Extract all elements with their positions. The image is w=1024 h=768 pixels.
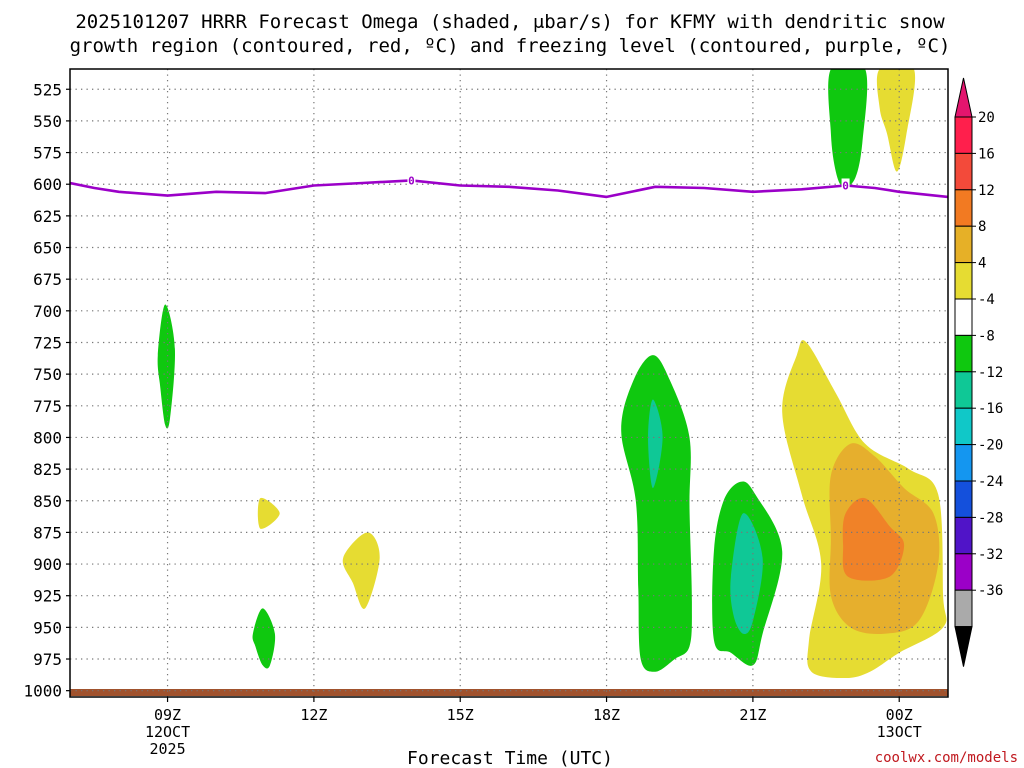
y-tick-label: 825 bbox=[33, 460, 62, 479]
title-line-2: growth region (contoured, red, ºC) and f… bbox=[70, 35, 951, 57]
colorbar-label: -12 bbox=[978, 365, 1003, 381]
colorbar-label: -4 bbox=[978, 292, 995, 308]
colorbar-label: 20 bbox=[978, 110, 995, 126]
y-tick-label: 550 bbox=[33, 112, 62, 131]
y-tick-label: 725 bbox=[33, 333, 62, 352]
colorbar-segment bbox=[954, 225, 973, 264]
x-tick-label: 21Z bbox=[739, 706, 766, 724]
omega-region-yellow bbox=[342, 532, 380, 609]
y-tick-label: 650 bbox=[33, 239, 62, 258]
colorbar-label: -24 bbox=[978, 474, 1003, 490]
colorbar-segment bbox=[954, 189, 973, 227]
freezing-level-line bbox=[70, 179, 948, 199]
omega-region-yellow bbox=[257, 497, 280, 529]
y-tick-label: 700 bbox=[33, 302, 62, 321]
omega-region-teal bbox=[648, 399, 663, 489]
colorbar-segment bbox=[954, 516, 973, 555]
colorbar-segment bbox=[954, 553, 973, 591]
omega-region-yellow bbox=[876, 69, 916, 172]
ground-surface bbox=[70, 689, 948, 696]
colorbar-label: -28 bbox=[978, 510, 1003, 526]
freezing-level-label: 0 bbox=[408, 174, 415, 187]
colorbar-segment bbox=[954, 116, 973, 154]
y-tick-label: 850 bbox=[33, 492, 62, 511]
x-tick-label: 13OCT bbox=[877, 723, 922, 741]
colorbar-label: -16 bbox=[978, 401, 1003, 417]
y-tick-label: 575 bbox=[33, 144, 62, 163]
colorbar-label: 4 bbox=[978, 256, 986, 272]
colorbar-segment bbox=[954, 444, 973, 482]
y-axis: 525 550 575 600 625 650 675 700 725 750 775 800 825 8… bbox=[23, 80, 70, 701]
colorbar-segment bbox=[954, 262, 973, 300]
colorbar-segment bbox=[954, 298, 973, 336]
colorbar-segment bbox=[954, 407, 973, 446]
y-tick-label: 775 bbox=[33, 397, 62, 416]
omega-region-teal bbox=[730, 513, 763, 634]
colorbar-label: 8 bbox=[978, 219, 986, 235]
x-tick-label: 15Z bbox=[447, 706, 474, 724]
y-tick-label: 525 bbox=[33, 80, 62, 99]
omega-regions bbox=[157, 69, 947, 678]
y-tick-label: 925 bbox=[33, 587, 62, 606]
colorbar-label: -8 bbox=[978, 328, 995, 344]
chart-title: 2025101207 HRRR Forecast Omega (shaded, … bbox=[70, 11, 951, 57]
colorbar-segment bbox=[954, 152, 973, 191]
x-tick-label: 12Z bbox=[300, 706, 327, 724]
y-tick-label: 950 bbox=[33, 618, 62, 637]
freezing-level-label: 0 bbox=[842, 179, 849, 192]
y-tick-label: 600 bbox=[33, 175, 62, 194]
colorbar-label: -36 bbox=[978, 583, 1003, 599]
y-tick-label: 625 bbox=[33, 207, 62, 226]
x-tick-label: 18Z bbox=[593, 706, 620, 724]
x-tick-label: 12OCT bbox=[145, 723, 190, 741]
omega-region-green bbox=[828, 69, 868, 188]
grid bbox=[70, 69, 948, 697]
plot-area: 0 0 525 550 575 600 625 650 675 700 725 750 775 800 82… bbox=[23, 68, 949, 758]
colorbar-segment bbox=[954, 334, 973, 373]
plot-frame bbox=[69, 68, 949, 698]
x-tick-label: 00Z bbox=[886, 706, 913, 724]
y-tick-label: 1000 bbox=[23, 682, 62, 701]
y-tick-label: 675 bbox=[33, 270, 62, 289]
y-tick-label: 875 bbox=[33, 523, 62, 542]
colorbar-label: 12 bbox=[978, 183, 995, 199]
colorbar-label: -20 bbox=[978, 438, 1003, 454]
colorbar-segment bbox=[954, 371, 973, 409]
y-tick-label: 900 bbox=[33, 555, 62, 574]
colorbar-label: -32 bbox=[978, 547, 1003, 563]
y-tick-label: 750 bbox=[33, 365, 62, 384]
omega-region-green bbox=[157, 304, 176, 429]
omega-region-green bbox=[252, 608, 276, 669]
omega-region-orange bbox=[842, 497, 905, 581]
colorbar-label: 16 bbox=[978, 146, 995, 162]
omega-region-green bbox=[621, 355, 692, 672]
colorbar-segment bbox=[954, 589, 973, 628]
title-line-1: 2025101207 HRRR Forecast Omega (shaded, … bbox=[75, 11, 945, 33]
colorbar: 20 16 12 8 4 -4 -8 -12 -16 -20 -24 -28 -32 -36 bbox=[954, 77, 1003, 667]
y-tick-label: 800 bbox=[33, 428, 62, 447]
x-tick-label: 09Z bbox=[154, 706, 181, 724]
freezing-label-bg bbox=[407, 173, 416, 186]
freezing-label-bg bbox=[841, 178, 850, 191]
x-tick-label: 2025 bbox=[149, 740, 185, 758]
x-axis-title: Forecast Time (UTC) bbox=[407, 748, 613, 768]
colorbar-top-arrow bbox=[954, 77, 973, 118]
colorbar-segment bbox=[954, 480, 973, 518]
colorbar-bottom-arrow bbox=[954, 626, 973, 667]
y-tick-label: 975 bbox=[33, 650, 62, 669]
credit-text: coolwx.com/models bbox=[875, 750, 1018, 766]
